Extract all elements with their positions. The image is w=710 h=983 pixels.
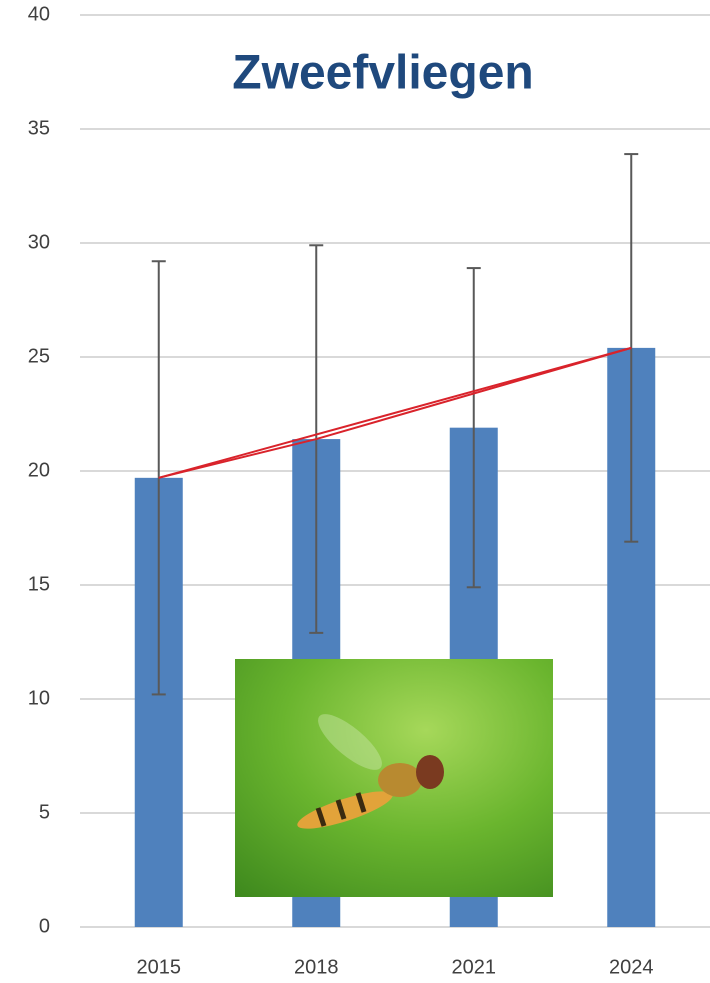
- fly-thorax: [378, 763, 422, 797]
- x-tick-label: 2021: [452, 956, 497, 978]
- x-tick-label: 2015: [137, 956, 182, 978]
- trend-line: [158, 346, 632, 479]
- trend-line: [158, 346, 632, 479]
- error-bar: [466, 267, 481, 589]
- wing: [318, 714, 382, 770]
- y-tick-label: 40: [28, 3, 50, 25]
- y-tick-label: 5: [39, 801, 50, 823]
- y-tick-label: 15: [28, 573, 50, 595]
- x-tick-label: 2024: [609, 956, 654, 978]
- y-tick-label: 0: [39, 915, 50, 937]
- chart-title: Zweefvliegen: [232, 47, 533, 100]
- x-tick-label: 2018: [294, 956, 339, 978]
- y-tick-label: 20: [28, 459, 50, 481]
- photo: [235, 659, 553, 897]
- fly-head: [416, 755, 444, 789]
- y-tick-label: 25: [28, 345, 50, 367]
- y-tick-label: 35: [28, 117, 50, 139]
- y-tick-label: 10: [28, 687, 50, 709]
- y-tick-label: 30: [28, 231, 50, 253]
